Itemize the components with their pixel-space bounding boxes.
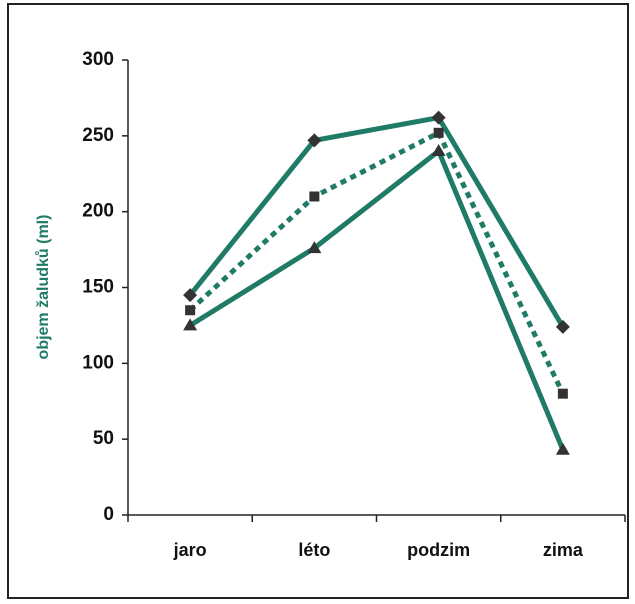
marker: [433, 127, 444, 138]
y-tick-label: 100: [82, 352, 114, 373]
series-line: [188, 147, 566, 451]
marker: [431, 110, 446, 125]
x-tick-label: podzim: [407, 540, 470, 560]
x-tick-label: jaro: [173, 540, 207, 560]
series-line: [188, 114, 566, 329]
marker: [557, 388, 568, 399]
x-tick-label: léto: [298, 540, 330, 560]
marker: [185, 305, 196, 316]
y-tick-label: 150: [82, 277, 114, 298]
y-tick-label: 250: [82, 125, 114, 146]
frame: [7, 3, 629, 599]
series-line: [188, 129, 566, 395]
marker: [183, 288, 198, 303]
marker: [307, 241, 322, 254]
y-tick-label: 300: [82, 49, 114, 70]
y-tick-label: 200: [82, 201, 114, 222]
y-tick-label: 50: [93, 428, 114, 449]
y-axis-label: objem žaludků (ml): [35, 215, 52, 360]
marker: [555, 319, 570, 334]
marker: [307, 133, 322, 148]
marker: [183, 318, 198, 331]
marker: [431, 144, 446, 156]
y-tick-label: 0: [103, 504, 114, 525]
x-tick-label: zima: [543, 540, 584, 560]
marker: [555, 442, 570, 455]
marker: [309, 191, 320, 202]
